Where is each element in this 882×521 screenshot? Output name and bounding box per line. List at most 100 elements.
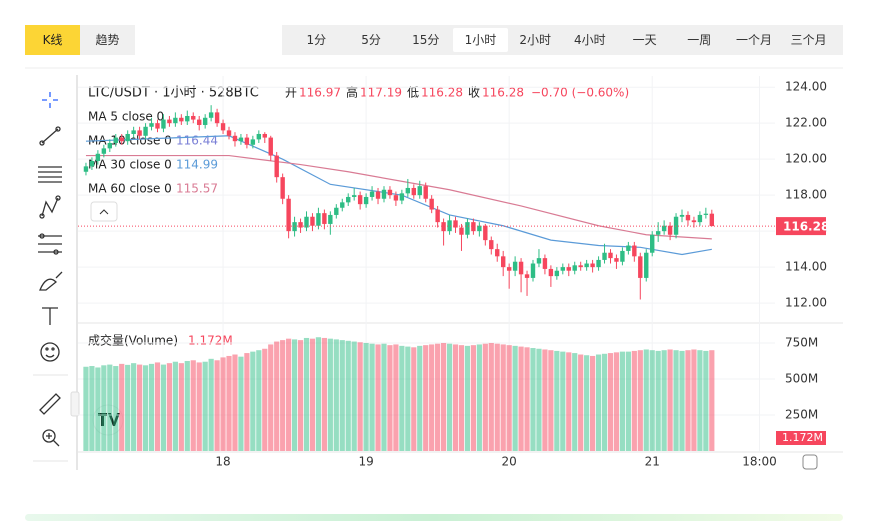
volume-bar xyxy=(500,344,506,451)
volume-bar xyxy=(619,351,626,451)
candle-body xyxy=(214,112,220,124)
ma-name: MA 5 close 0 xyxy=(88,110,164,124)
drawing-tools[interactable] xyxy=(33,92,68,462)
candle-body xyxy=(411,187,416,196)
candle-body xyxy=(530,263,536,278)
stat-value: 116.97 xyxy=(299,86,341,100)
candle-body xyxy=(679,214,685,217)
volume-bar xyxy=(464,345,471,451)
candle-body xyxy=(286,198,291,232)
candle-body xyxy=(453,220,458,228)
x-tick-label: 20 xyxy=(502,455,517,469)
volume-bar xyxy=(101,365,107,451)
volume-bar xyxy=(220,357,226,451)
candle-body xyxy=(584,263,589,268)
view-tab[interactable]: K线 xyxy=(25,25,80,55)
volume-bar xyxy=(572,353,578,451)
candle-body xyxy=(363,196,369,205)
interval-button[interactable]: 4小时 xyxy=(574,33,606,47)
candle-body xyxy=(465,222,470,235)
candle-body xyxy=(441,222,446,232)
candle-body xyxy=(220,123,226,131)
candle-body xyxy=(173,117,178,124)
volume-bar xyxy=(137,364,143,451)
interval-button[interactable]: 一个月 xyxy=(735,33,772,47)
footer-strip xyxy=(25,514,843,521)
view-tab[interactable]: 趋势 xyxy=(95,33,120,47)
volume-bar xyxy=(131,363,137,451)
candle-body xyxy=(179,117,184,122)
candle-body xyxy=(197,119,202,125)
candle-body xyxy=(697,214,703,223)
volume-bar xyxy=(297,340,304,451)
interval-button[interactable]: 1小时 xyxy=(453,28,508,52)
candle-body xyxy=(310,216,315,226)
y-tick-label: 114.00 xyxy=(785,260,827,274)
candle-body xyxy=(626,245,631,251)
settings-button[interactable] xyxy=(802,454,818,470)
x-tick-label: 21 xyxy=(645,455,660,469)
interval-button[interactable]: 15分 xyxy=(412,33,440,47)
volume-bar xyxy=(518,346,524,451)
volume-bar xyxy=(333,339,339,451)
candle-body xyxy=(328,214,333,224)
candle-body xyxy=(644,252,649,278)
interval-button[interactable]: 三个月 xyxy=(790,33,827,47)
volume-bar xyxy=(673,350,679,451)
ma-value: 116.44 xyxy=(176,134,218,148)
y-tick-label: 118.00 xyxy=(785,188,827,202)
volume-bar xyxy=(142,365,149,451)
collapse-legend[interactable] xyxy=(90,201,118,222)
interval-button[interactable]: 5分 xyxy=(361,33,381,47)
volume-bar xyxy=(303,337,310,451)
volume-bar xyxy=(274,341,280,451)
view-tabs: K线 趋势 xyxy=(25,25,135,55)
interval-button[interactable]: 2小时 xyxy=(519,33,551,47)
volume-bar xyxy=(488,342,494,451)
interval-button[interactable]: 一周 xyxy=(687,33,712,47)
volume-bar xyxy=(214,360,220,451)
volume-bar xyxy=(435,343,441,451)
candle-body xyxy=(417,186,422,196)
stat-value: 117.19 xyxy=(360,86,402,100)
symbol: LTC/USDT · 1小时 · 528BTC xyxy=(88,86,259,101)
last-price-box xyxy=(776,217,826,236)
candle-body xyxy=(298,222,303,228)
volume-bar xyxy=(482,343,488,451)
collapse-icon xyxy=(99,209,109,215)
candle-body xyxy=(495,249,500,257)
volume-bar xyxy=(637,350,643,451)
candle-body xyxy=(113,137,118,143)
volume-bar xyxy=(548,350,554,451)
interval-button[interactable]: 1分 xyxy=(306,33,327,47)
candle-body xyxy=(119,137,124,142)
volume-title: 成交量(Volume) xyxy=(88,333,178,348)
candle-body xyxy=(292,222,297,232)
volume-bar xyxy=(595,354,602,451)
volume-bar xyxy=(286,338,292,451)
candle-body xyxy=(95,153,101,161)
volume-bar xyxy=(202,361,208,451)
ma-value: 115.57 xyxy=(176,182,218,196)
volume-bar xyxy=(125,364,131,451)
candle-body xyxy=(137,130,142,136)
candle-body xyxy=(548,268,554,277)
candle-body xyxy=(316,213,321,226)
volume-bar xyxy=(89,366,95,451)
collapse-toolbar[interactable] xyxy=(70,391,80,417)
stat-label: 低 xyxy=(407,86,419,100)
volume-bar xyxy=(280,340,286,451)
candle-body xyxy=(125,133,130,142)
volume-bar xyxy=(554,350,560,451)
volume-current-box xyxy=(776,431,826,445)
candle-body xyxy=(506,267,512,271)
volume-bar xyxy=(655,350,661,451)
volume-bar xyxy=(268,344,274,451)
candle-body xyxy=(387,189,393,196)
interval-button[interactable]: 一天 xyxy=(632,33,657,47)
volume-bar xyxy=(423,345,429,451)
stat-label: 开 xyxy=(285,86,297,100)
candle-body xyxy=(566,267,571,271)
volume-bar xyxy=(113,366,119,451)
